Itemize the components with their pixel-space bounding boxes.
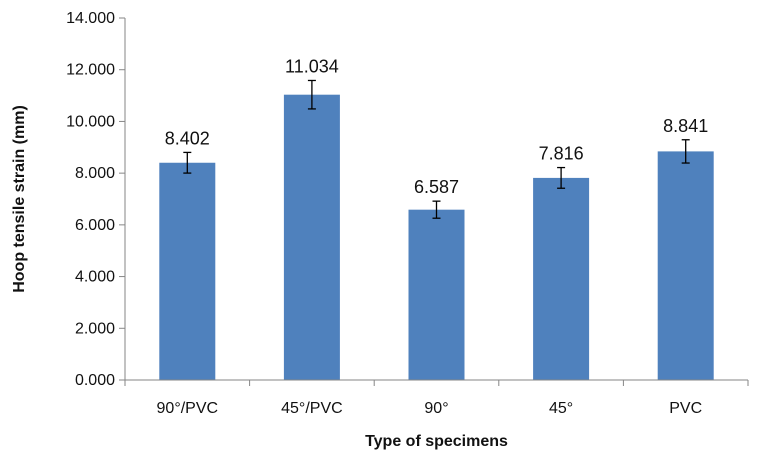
y-axis-ticks: 0.000 2.000 4.000 6.000 8.000 10.000 12.000 14.… bbox=[66, 10, 125, 389]
y-tick-label: 12.000 bbox=[66, 62, 115, 79]
bar bbox=[533, 177, 590, 380]
bar bbox=[283, 94, 340, 380]
data-label: 7.816 bbox=[539, 144, 584, 164]
x-tick-label: PVC bbox=[669, 400, 702, 417]
data-label: 8.402 bbox=[165, 128, 210, 148]
x-tick-label: 45° bbox=[549, 400, 573, 417]
data-label: 8.841 bbox=[663, 116, 708, 136]
x-axis-ticks: 90°/PVC 45°/PVC 90° 45° PVC bbox=[124, 380, 749, 417]
y-tick-label: 6.000 bbox=[75, 217, 115, 234]
x-tick-label: 90°/PVC bbox=[157, 400, 219, 417]
y-tick-label: 14.000 bbox=[66, 10, 115, 27]
bar bbox=[657, 151, 714, 380]
y-tick-label: 8.000 bbox=[75, 165, 115, 182]
error-bar bbox=[557, 166, 566, 189]
error-bar bbox=[432, 200, 441, 219]
error-bars bbox=[183, 79, 690, 219]
error-bar bbox=[681, 139, 690, 164]
y-axis-title: Hoop tensile strain (mm) bbox=[11, 105, 28, 293]
bar bbox=[159, 162, 216, 380]
y-tick-label: 0.000 bbox=[75, 372, 115, 389]
error-bar bbox=[307, 79, 316, 110]
bars bbox=[159, 94, 714, 380]
y-tick-label: 2.000 bbox=[75, 320, 115, 337]
data-label: 11.034 bbox=[285, 56, 339, 76]
data-labels: 8.402 11.034 6.587 7.816 8.841 bbox=[165, 56, 708, 197]
bar bbox=[408, 209, 465, 380]
x-tick-label: 90° bbox=[424, 400, 448, 417]
x-axis-title: Type of specimens bbox=[365, 433, 508, 450]
error-bar bbox=[183, 151, 192, 174]
x-tick-label: 45°/PVC bbox=[281, 400, 343, 417]
y-tick-label: 4.000 bbox=[75, 269, 115, 286]
y-tick-label: 10.000 bbox=[66, 113, 115, 130]
data-label: 6.587 bbox=[414, 177, 459, 197]
